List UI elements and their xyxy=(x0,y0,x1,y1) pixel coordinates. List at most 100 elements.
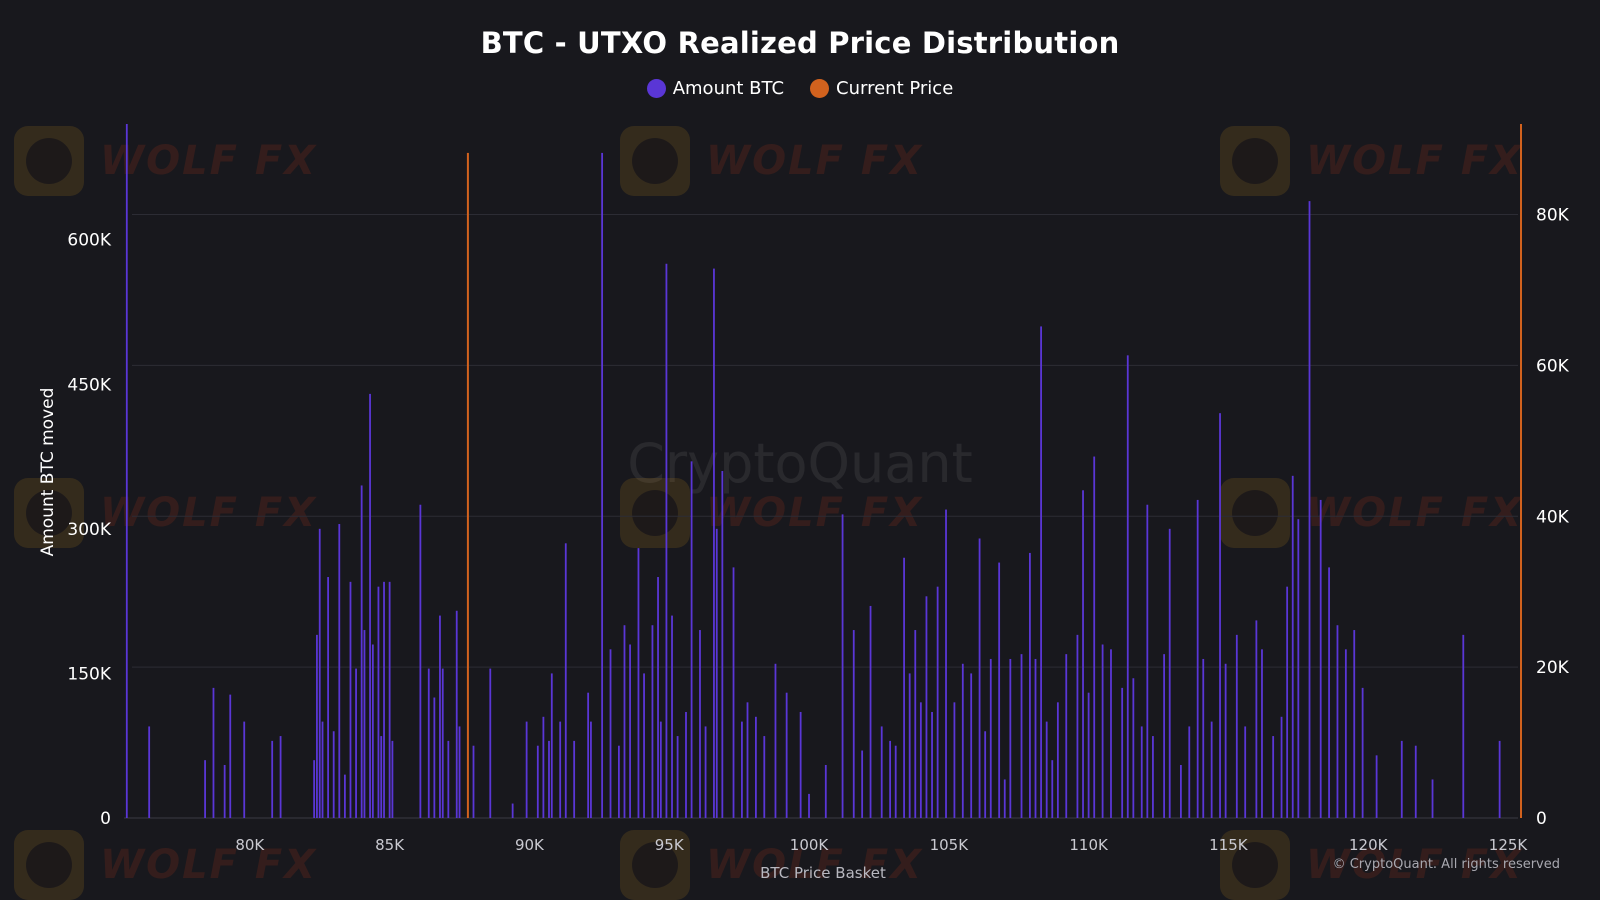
bar xyxy=(550,673,553,818)
bar xyxy=(998,562,1001,818)
bar xyxy=(223,764,226,818)
bar xyxy=(1034,658,1037,818)
bar xyxy=(1224,663,1227,818)
y-tick-left: 150K xyxy=(67,664,111,684)
bar xyxy=(338,524,341,818)
bar xyxy=(637,548,640,818)
bar xyxy=(617,745,620,818)
bar xyxy=(721,471,724,818)
chart-title: BTC - UTXO Realized Price Distribution xyxy=(480,26,1120,60)
x-tick: 100K xyxy=(790,836,830,854)
bar xyxy=(1168,528,1171,818)
bar xyxy=(713,268,715,818)
bar xyxy=(427,668,430,818)
x-tick: 90K xyxy=(515,836,545,854)
bar xyxy=(229,694,232,818)
bar xyxy=(1051,760,1054,818)
bar xyxy=(1076,634,1079,818)
bar xyxy=(441,668,444,818)
bar xyxy=(455,610,458,818)
bar xyxy=(383,581,385,818)
bar xyxy=(961,663,964,818)
bar xyxy=(1040,326,1042,818)
bar xyxy=(953,702,956,818)
bar xyxy=(204,760,206,818)
bar xyxy=(1344,649,1347,818)
bar xyxy=(212,687,215,818)
bar xyxy=(525,721,528,818)
bar xyxy=(1101,644,1104,818)
bar xyxy=(349,581,352,818)
bar xyxy=(659,721,662,818)
bar xyxy=(587,692,590,818)
bar xyxy=(511,803,514,818)
bar xyxy=(1121,687,1124,818)
x-tick: 80K xyxy=(235,836,265,854)
bar xyxy=(1132,678,1135,818)
bar xyxy=(1093,456,1096,818)
bar xyxy=(601,152,604,818)
legend-label-amount: Amount BTC xyxy=(672,78,785,99)
bar xyxy=(327,577,330,818)
bar xyxy=(148,726,151,818)
bar xyxy=(1219,413,1221,818)
bar xyxy=(548,740,550,818)
bar xyxy=(332,731,335,818)
bar xyxy=(439,615,441,818)
bar xyxy=(1414,745,1417,818)
bar xyxy=(355,668,357,818)
y-tick-right: 20K xyxy=(1536,658,1570,678)
bar xyxy=(651,625,654,818)
bar xyxy=(841,514,844,818)
legend-dot-amount-icon xyxy=(646,79,666,98)
bar xyxy=(369,393,371,818)
bar xyxy=(1202,658,1205,818)
bar xyxy=(754,716,757,818)
bar xyxy=(536,745,539,818)
bar xyxy=(936,586,939,818)
bar xyxy=(1261,649,1263,818)
bar xyxy=(564,543,567,818)
bar xyxy=(1009,658,1012,818)
bar xyxy=(978,538,981,818)
bar xyxy=(1082,490,1084,818)
bar xyxy=(894,745,897,818)
x-tick: 110K xyxy=(1069,836,1109,854)
bar xyxy=(1280,716,1283,818)
y-tick-right: 60K xyxy=(1536,356,1570,376)
bar xyxy=(458,726,461,818)
bar xyxy=(419,504,422,818)
bar xyxy=(1179,764,1182,818)
bar xyxy=(371,644,374,818)
bar xyxy=(363,630,366,818)
bar xyxy=(741,721,743,818)
x-tick: 85K xyxy=(375,836,405,854)
bar xyxy=(1235,634,1238,818)
bar xyxy=(1163,654,1166,818)
y-tick-left: 0 xyxy=(100,809,111,829)
bar xyxy=(989,658,992,818)
bar xyxy=(824,764,827,818)
bar xyxy=(1196,499,1199,818)
bar xyxy=(1353,630,1356,818)
bar xyxy=(1400,740,1403,818)
bar xyxy=(1152,736,1154,818)
copyright-text: © CryptoQuant. All rights reserved xyxy=(1332,857,1560,872)
current-price-line xyxy=(466,152,469,818)
legend-item-current-price[interactable]: Current Price xyxy=(810,78,953,99)
legend-item-amount[interactable]: Amount BTC xyxy=(646,78,785,99)
bar xyxy=(984,731,987,818)
bar xyxy=(690,461,693,818)
y-tick-left: 300K xyxy=(67,520,111,540)
bar xyxy=(1297,519,1300,818)
bar xyxy=(889,740,892,818)
bar xyxy=(1065,654,1068,818)
bar xyxy=(970,673,973,818)
bar xyxy=(925,596,928,818)
bar xyxy=(1126,355,1129,818)
x-tick: 105K xyxy=(930,836,970,854)
bar xyxy=(360,485,363,818)
bar xyxy=(590,721,592,818)
bar xyxy=(559,721,562,818)
